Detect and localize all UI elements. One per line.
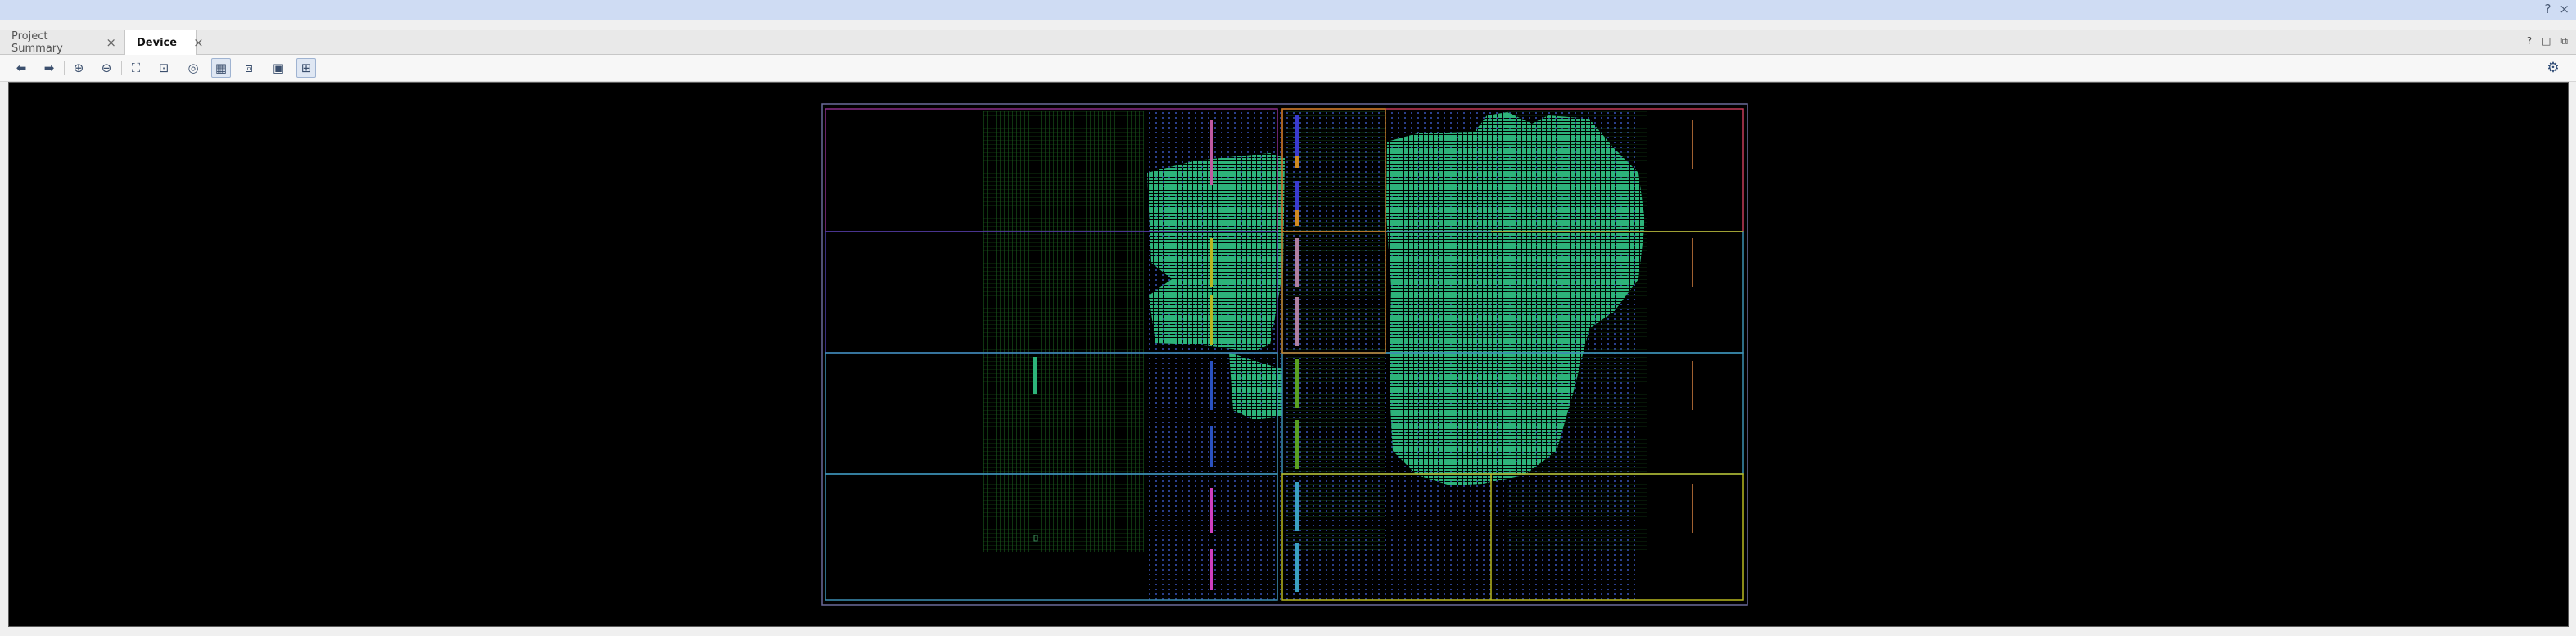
tab-label: Project Summary: [11, 29, 63, 55]
zoom-out-icon[interactable]: ⊖: [101, 61, 112, 75]
tab-label: Device: [137, 36, 178, 49]
panel-help-icon[interactable]: ?: [2526, 35, 2533, 47]
tab-close-icon[interactable]: ×: [106, 34, 116, 50]
panel-restore-icon[interactable]: □: [2542, 35, 2551, 47]
help-icon[interactable]: ?: [2544, 2, 2551, 16]
auto-fit-selection-icon[interactable]: ◎: [188, 61, 199, 75]
device-toolbar: ⬅ ➡ ⊕ ⊖ ⛶ ⊡ ◎ ▦ ⧈ ▣ ⊞ ⚙: [0, 55, 2576, 82]
settings-gear-icon[interactable]: ⚙: [2547, 60, 2560, 76]
create-pblock-icon[interactable]: ▣: [272, 61, 285, 75]
hard-blocks-columns: [1210, 115, 1693, 592]
zoom-area-icon[interactable]: ⊡: [158, 61, 169, 75]
device-floorplan: [821, 103, 1748, 606]
small-block-marker: [1033, 535, 1038, 542]
zoom-fit-icon[interactable]: ⛶: [131, 61, 141, 75]
device-outline: [821, 103, 1748, 606]
tab-bar: Project Summary × Device × ? □ ⧉: [0, 30, 2576, 55]
forward-icon[interactable]: ➡: [43, 61, 55, 75]
placed-cells: [1033, 112, 1645, 485]
bottom-border: [0, 627, 2576, 636]
toolbar-separator: [64, 61, 65, 75]
toolbar-separator: [121, 61, 122, 75]
tab-project-summary[interactable]: Project Summary ×: [0, 29, 124, 55]
tab-device[interactable]: Device ×: [124, 30, 204, 55]
fabric-grid-left: [983, 111, 1144, 552]
zoom-in-icon[interactable]: ⊕: [73, 61, 84, 75]
panel-maximize-icon[interactable]: ⧉: [2560, 35, 2568, 47]
device-canvas[interactable]: [8, 82, 2569, 627]
window-titlebar: ? ×: [0, 0, 2576, 20]
close-icon[interactable]: ×: [2559, 2, 2569, 16]
routing-resources-icon[interactable]: ▦: [211, 58, 231, 78]
draw-pblock-icon[interactable]: ⊞: [296, 58, 316, 78]
tab-close-icon[interactable]: ×: [193, 35, 204, 50]
pblock-icon[interactable]: ⧈: [245, 61, 253, 75]
clock-regions: [825, 108, 1744, 601]
back-icon[interactable]: ⬅: [16, 61, 27, 75]
